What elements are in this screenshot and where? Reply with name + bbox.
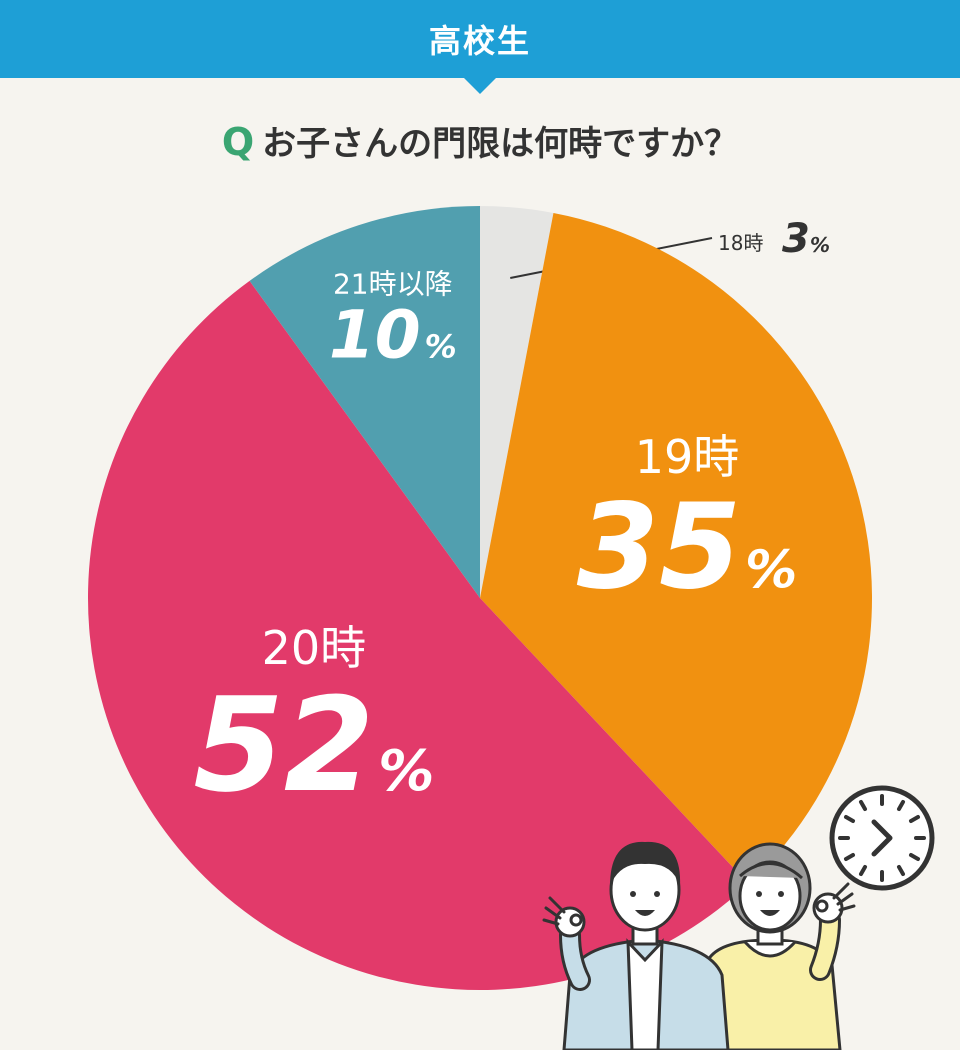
slice-unit-4: % — [425, 327, 457, 365]
banner-title: 高校生 — [428, 22, 531, 60]
clock-icon — [829, 785, 935, 891]
slice-value-group-4: 10% — [329, 296, 457, 373]
slice-label-2: 19時 — [635, 430, 740, 484]
slice-unit-1: % — [810, 233, 830, 257]
slice-value-group-2: 35% — [577, 477, 797, 615]
question-text: お子さんの門限は何時ですか？ — [262, 124, 739, 164]
header-banner — [0, 0, 960, 78]
pie-slice-2 — [480, 212, 872, 884]
question-mark-label: Q — [221, 120, 255, 164]
pie-slice-3 — [88, 280, 749, 990]
slice-label-3: 20時 — [262, 621, 367, 675]
slice-unit-2: % — [745, 540, 797, 600]
slice-value-4: 10 — [329, 296, 421, 373]
question-heading: Q お子さんの門限は何時ですか？ — [0, 116, 960, 165]
slice-label-4: 21時以降 — [333, 267, 453, 300]
slice-value-1: 3 — [782, 216, 810, 262]
slice-value-3: 52 — [193, 669, 374, 821]
slice-value-group-3: 52% — [193, 669, 434, 821]
pie-slice-4 — [249, 206, 480, 598]
slice-value-2: 35 — [577, 477, 741, 615]
slice-unit-3: % — [378, 739, 434, 804]
slice-label-1: 18時 — [718, 231, 763, 255]
banner-arrow — [462, 76, 498, 94]
pie-slice-1 — [480, 206, 554, 598]
parents-illustration — [542, 841, 856, 1050]
